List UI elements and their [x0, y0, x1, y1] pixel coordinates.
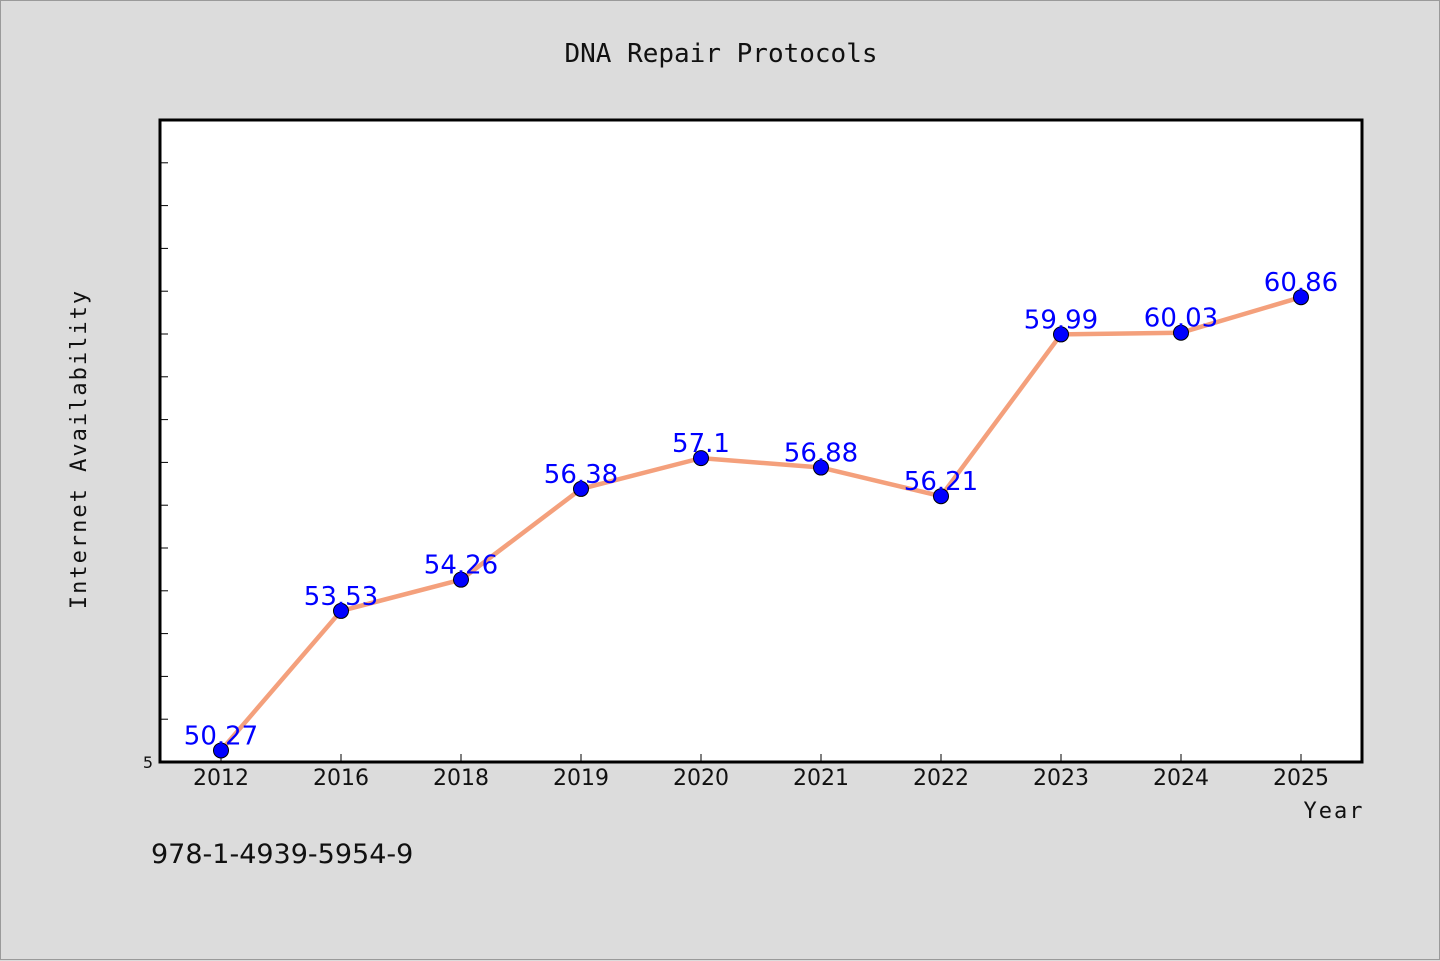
data-label: 56.21 [904, 467, 978, 497]
x-tick-label: 2025 [1273, 766, 1329, 791]
series-layer [213, 289, 1309, 759]
data-point [693, 450, 709, 467]
x-tick-label: 2020 [673, 766, 729, 791]
data-label: 56.38 [544, 460, 618, 490]
x-tick-label: 2024 [1153, 766, 1209, 791]
data-point [1293, 289, 1309, 306]
data-label: 57.1 [672, 429, 730, 459]
data-point [333, 602, 349, 619]
y-tick-label: 5 [143, 753, 153, 772]
x-tick-label: 2023 [1033, 766, 1089, 791]
data-label: 56.88 [784, 439, 858, 469]
plot-border [158, 118, 1364, 764]
data-point [1173, 324, 1189, 341]
data-point [453, 571, 469, 588]
plot-area [160, 120, 1362, 762]
x-axis-ticks: 2012 2016 2018 2019 2020 2021 2022 2023 2024 2025 [193, 754, 1329, 791]
data-label: 60.03 [1144, 304, 1218, 334]
data-label: 60.86 [1264, 268, 1338, 298]
data-point [1053, 326, 1069, 343]
data-point [933, 488, 949, 505]
data-label: 59.99 [1024, 305, 1098, 335]
data-label: 50.27 [184, 721, 258, 751]
data-point [213, 742, 229, 759]
x-axis-label: Year [1304, 799, 1365, 824]
x-tick-label: 2021 [793, 766, 849, 791]
data-label: 54.26 [424, 551, 498, 581]
x-tick-label: 2016 [313, 766, 369, 791]
y-axis-label: Internet Availability [67, 289, 92, 609]
data-label: 53.53 [304, 582, 378, 612]
isbn-footer: 978-1-4939-5954-9 [151, 839, 413, 870]
data-point [573, 480, 589, 497]
chart-title: DNA Repair Protocols [564, 39, 877, 69]
x-tick-label: 2012 [193, 766, 249, 791]
x-tick-label: 2019 [553, 766, 609, 791]
series-line [218, 294, 1304, 753]
x-tick-label: 2022 [913, 766, 969, 791]
data-labels: 50.27 53.53 54.26 56.38 57.1 56.88 56.21 59.99 6… [184, 268, 1338, 751]
data-point [813, 459, 829, 476]
x-tick-label: 2018 [433, 766, 489, 791]
